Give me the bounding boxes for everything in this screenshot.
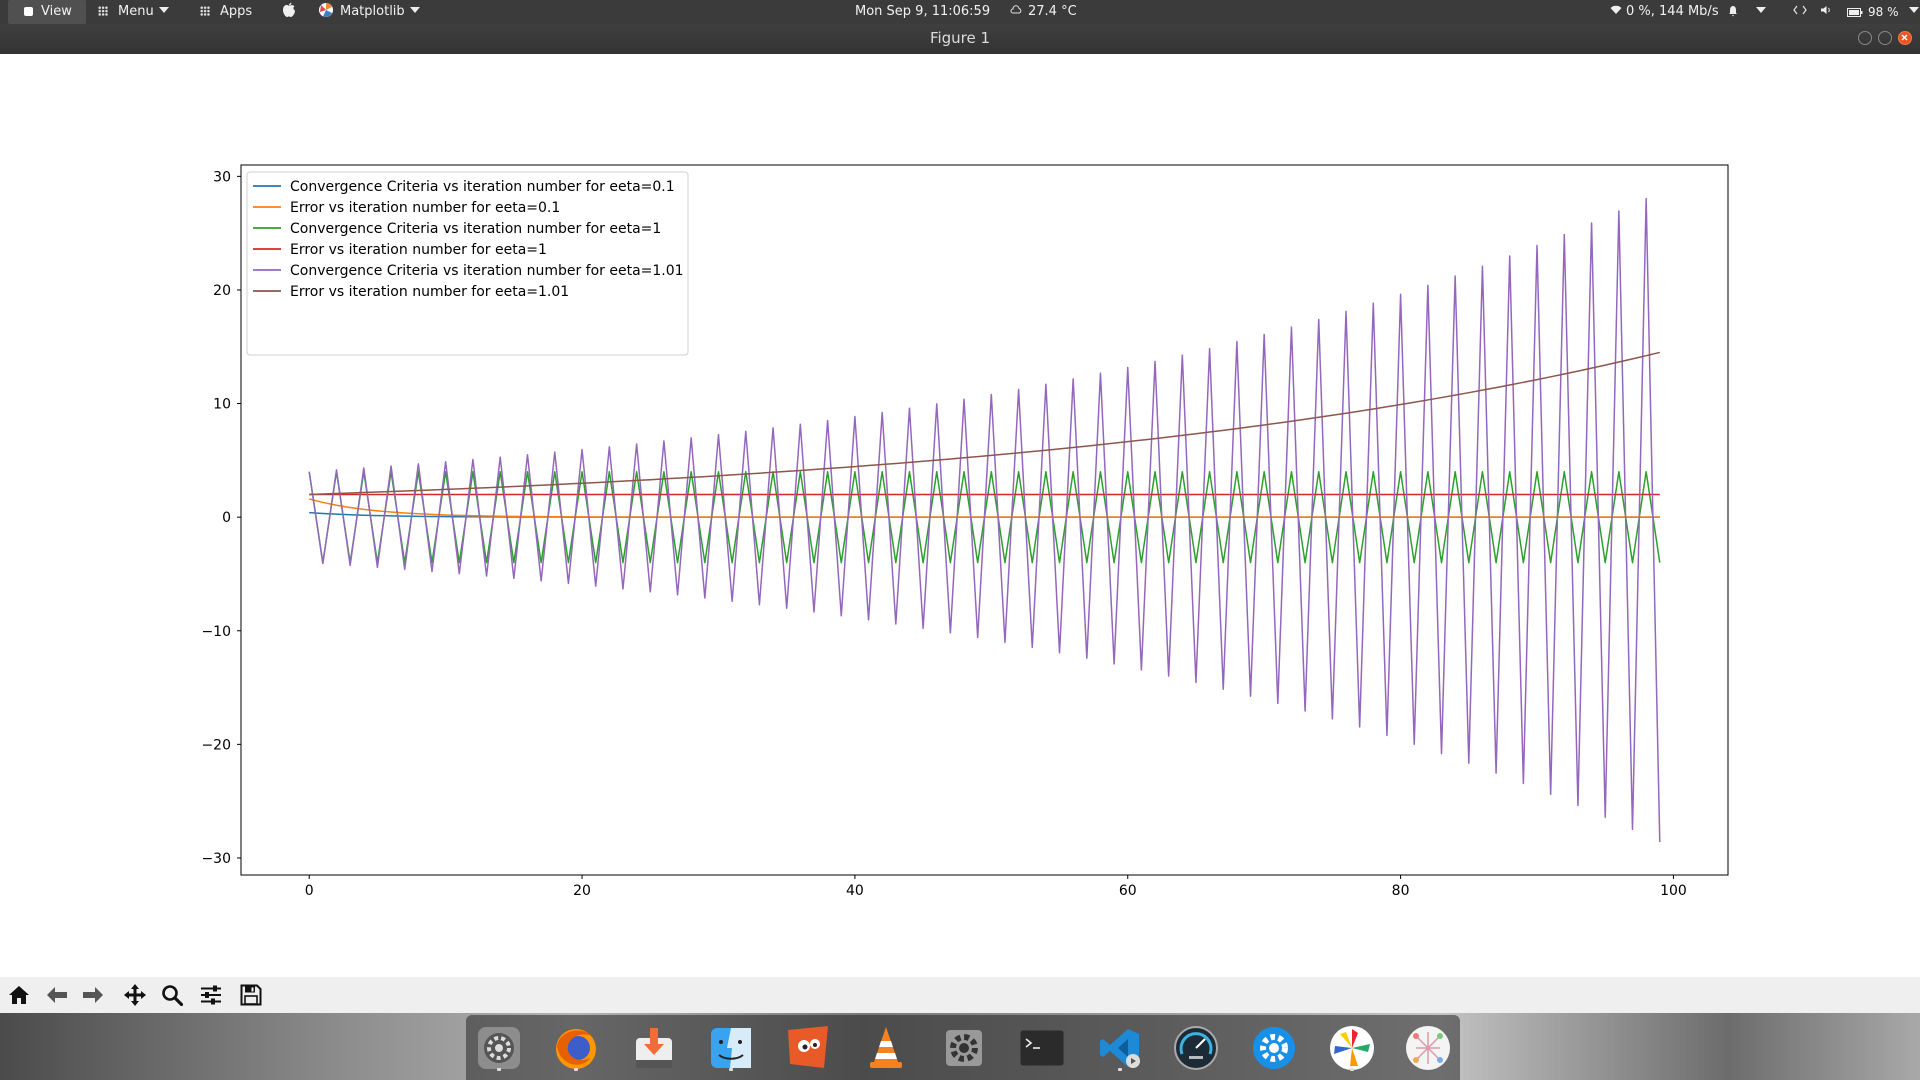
x-tick-label: 20 [573,883,591,899]
apps-grid-icon [200,6,210,16]
x-tick-label: 40 [846,883,864,899]
legend-label: Convergence Criteria vs iteration number… [290,263,684,279]
battery-indicator[interactable]: 98 % [1847,0,1899,24]
y-tick-label: −20 [201,737,231,753]
apps-label: Apps [220,4,253,19]
terminal-icon[interactable] [1018,1024,1066,1072]
legend-frame [246,171,689,356]
apps-button[interactable]: Apps [200,0,252,24]
vlc-icon[interactable] [862,1024,910,1072]
clock[interactable]: Mon Sep 9, 11:06:59 [855,4,991,19]
y-tick-label: 20 [213,283,231,299]
legend-label: Convergence Criteria vs iteration number… [290,179,675,195]
preferences-icon[interactable] [1250,1024,1298,1072]
axes-frame [240,164,1729,876]
volume-icon[interactable] [1820,0,1832,24]
legend-entry[interactable]: Error vs iteration number for eeta=1 [253,242,547,258]
legend-label: Error vs iteration number for eeta=1.01 [290,284,569,300]
weather-indicator[interactable]: 27.4 °C [1010,0,1077,24]
x-tick-label: 80 [1392,883,1410,899]
legend-entry[interactable]: Error vs iteration number for eeta=0.1 [253,200,560,216]
configure-subplots-icon[interactable] [196,981,226,1009]
network-indicator[interactable]: 0 %, 144 Mb/s [1610,0,1719,24]
plot-area[interactable]: 0 20 40 60 80 100 −30 −20 −10 0 10 20 30 Convergence… [0,54,1920,977]
window-titlebar[interactable]: Figure 1 [0,24,1920,54]
y-tick-label: 30 [213,169,231,185]
weather-icon [1010,5,1022,14]
menu-grid-icon [98,6,108,16]
x-tick-label: 0 [305,883,314,899]
y-tick-label: 0 [222,510,231,526]
x-tick-label: 100 [1660,883,1687,899]
matplotlib-icon [319,3,333,18]
top-panel: View Menu Apps Matplotlib Mon Sep 9, 11:… [0,0,1920,24]
legend-entry[interactable]: Convergence Criteria vs iteration number… [253,263,684,279]
dock [466,1015,1460,1080]
series-line-5 [309,351,1660,496]
forward-icon[interactable] [78,981,108,1009]
legend-entry[interactable]: Convergence Criteria vs iteration number… [253,221,661,237]
vscode-icon[interactable] [1096,1024,1144,1072]
pinwheel-icon[interactable] [1328,1024,1376,1072]
close-icon [1901,34,1908,41]
network-label: 0 %, 144 Mb/s [1626,4,1719,19]
menu-label: Menu [118,4,154,19]
window-title: Figure 1 [929,29,991,47]
apple-icon[interactable] [282,0,296,24]
legend-entry[interactable]: Convergence Criteria vs iteration number… [253,179,675,195]
active-app-name: Matplotlib [340,4,405,19]
chevron-down-icon[interactable] [1904,0,1919,24]
view-label: View [41,4,72,19]
legend-label: Error vs iteration number for eeta=0.1 [290,200,560,216]
close-button[interactable] [1898,31,1912,45]
legend-entry[interactable]: Error vs iteration number for eeta=1.01 [253,284,569,300]
code-icon[interactable] [1793,0,1807,24]
x-tick-label: 60 [1119,883,1137,899]
back-icon[interactable] [42,981,72,1009]
y-tick-label: −30 [201,851,231,867]
system-settings-icon[interactable] [475,1024,523,1072]
home-icon[interactable] [4,981,34,1009]
firefox-icon[interactable] [552,1024,600,1072]
y-tick-label: 10 [213,397,231,413]
chevron-down-icon[interactable] [1751,0,1766,24]
gimp-icon[interactable] [784,1024,832,1072]
network-graph-icon[interactable] [1404,1024,1452,1072]
chevron-down-icon [409,7,420,13]
y-tick-label: −10 [201,624,231,640]
navigation-toolbar [0,977,1920,1013]
pan-icon[interactable] [120,981,150,1009]
figure-canvas[interactable]: 0 20 40 60 80 100 −30 −20 −10 0 10 20 30 Convergence… [0,54,1920,977]
stacer-icon[interactable] [1172,1024,1220,1072]
zoom-icon[interactable] [157,981,187,1009]
series-line-4 [308,197,1661,843]
minimize-button[interactable] [1858,31,1872,45]
legend-label: Error vs iteration number for eeta=1 [290,242,547,258]
notification-icon[interactable] [1728,0,1738,24]
save-icon[interactable] [236,981,266,1009]
settings-gear-icon[interactable] [940,1024,988,1072]
battery-label: 98 % [1868,5,1899,19]
chevron-down-icon [158,7,169,13]
legend-label: Convergence Criteria vs iteration number… [290,221,661,237]
active-app-menu[interactable]: Matplotlib [318,0,420,24]
menu-button[interactable]: Menu [98,0,169,24]
installer-icon[interactable] [630,1024,678,1072]
battery-icon [1847,8,1863,17]
maximize-button[interactable] [1878,31,1892,45]
temperature-label: 27.4 °C [1028,4,1077,19]
finder-icon[interactable] [707,1024,755,1072]
checkbox-icon [24,7,33,16]
legend[interactable]: Convergence Criteria vs iteration number… [246,171,689,356]
wifi-icon [1610,5,1622,14]
view-button[interactable]: View [8,0,86,24]
